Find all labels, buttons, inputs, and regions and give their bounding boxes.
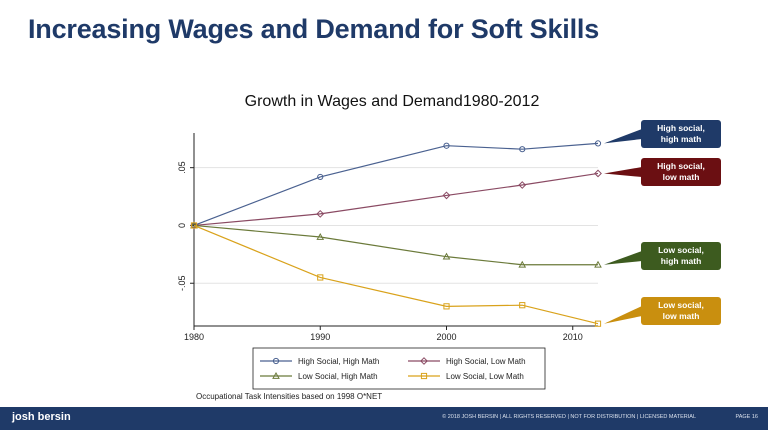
- legend-marker: [272, 371, 280, 379]
- data-point: [519, 146, 526, 153]
- x-tick-label: 1990: [310, 332, 330, 342]
- legend-label: Low Social, Low Math: [446, 372, 524, 381]
- data-point: [442, 191, 451, 200]
- callout-label: High social,: [657, 161, 705, 171]
- slide-title: Increasing Wages and Demand for Soft Ski…: [28, 14, 600, 44]
- data-point: [316, 232, 325, 240]
- data-point: [316, 209, 325, 218]
- x-tick-label: 1980: [184, 332, 204, 342]
- data-point: [594, 169, 602, 178]
- data-point: [518, 260, 527, 268]
- legend-label: High Social, Low Math: [446, 357, 526, 366]
- page-number: PAGE 16: [735, 414, 758, 420]
- data-point: [443, 142, 450, 149]
- legend-marker: [420, 357, 428, 365]
- x-tick-label: 2010: [563, 332, 583, 342]
- callout-label: Low social,: [658, 300, 704, 310]
- legend: High Social, High Math High Social, Low M…: [252, 347, 546, 390]
- data-point: [594, 260, 602, 268]
- data-point: [443, 303, 450, 310]
- wage-demand-line-chart: Growth in Wages and Demand1980-2012 -.05…: [177, 93, 721, 401]
- series-line: [193, 172, 599, 227]
- footer-copyright: © 2018 JOSH BERSIN | ALL RIGHTS RESERVED…: [442, 414, 696, 420]
- y-tick-label: 0: [177, 223, 187, 228]
- callout-box: [641, 242, 721, 270]
- callout-pointer: [604, 251, 642, 265]
- callout-box: [641, 120, 721, 148]
- callout-pointer: [604, 167, 642, 177]
- y-tick-label: -.05: [177, 275, 187, 291]
- callout-label: high math: [661, 134, 702, 144]
- callout-box: [641, 297, 721, 325]
- legend-box: [252, 347, 546, 390]
- data-point: [317, 173, 324, 181]
- chart-note: Occupational Task Intensities based on 1…: [196, 392, 382, 401]
- callout-label: High social,: [657, 123, 705, 133]
- data-point: [442, 252, 451, 260]
- callout-pointer: [604, 129, 642, 144]
- legend-marker: [272, 357, 280, 365]
- footer-brand-logo: josh bersin: [12, 411, 71, 423]
- data-point: [519, 302, 526, 309]
- legend-marker: [420, 372, 428, 380]
- legend-label: High Social, High Math: [298, 357, 379, 366]
- callout-label: low math: [663, 311, 700, 321]
- data-point: [518, 181, 527, 189]
- series-line: [193, 142, 599, 227]
- data-point: [317, 274, 324, 281]
- footer-bar: josh bersin © 2018 JOSH BERSIN | ALL RIG…: [0, 407, 768, 430]
- chart-title: Growth in Wages and Demand1980-2012: [245, 93, 540, 110]
- callout-box: [641, 158, 721, 186]
- callout-label: high math: [661, 256, 702, 266]
- y-tick-label: .05: [177, 161, 187, 174]
- gridlines: [194, 167, 598, 284]
- data-point: [190, 222, 198, 229]
- callout-label: low math: [663, 172, 700, 182]
- legend-label: Low Social, High Math: [298, 372, 378, 381]
- data-point: [594, 140, 602, 147]
- callout-label: Low social,: [658, 245, 704, 255]
- callout-pointer: [604, 306, 642, 324]
- series-lines: [190, 140, 602, 327]
- series-line: [193, 224, 599, 325]
- data-point: [594, 320, 602, 327]
- x-tick-label: 2000: [436, 332, 456, 342]
- axes: -.05 0 .05 1980 1990 2000 2010: [177, 133, 598, 342]
- series-line: [193, 224, 598, 266]
